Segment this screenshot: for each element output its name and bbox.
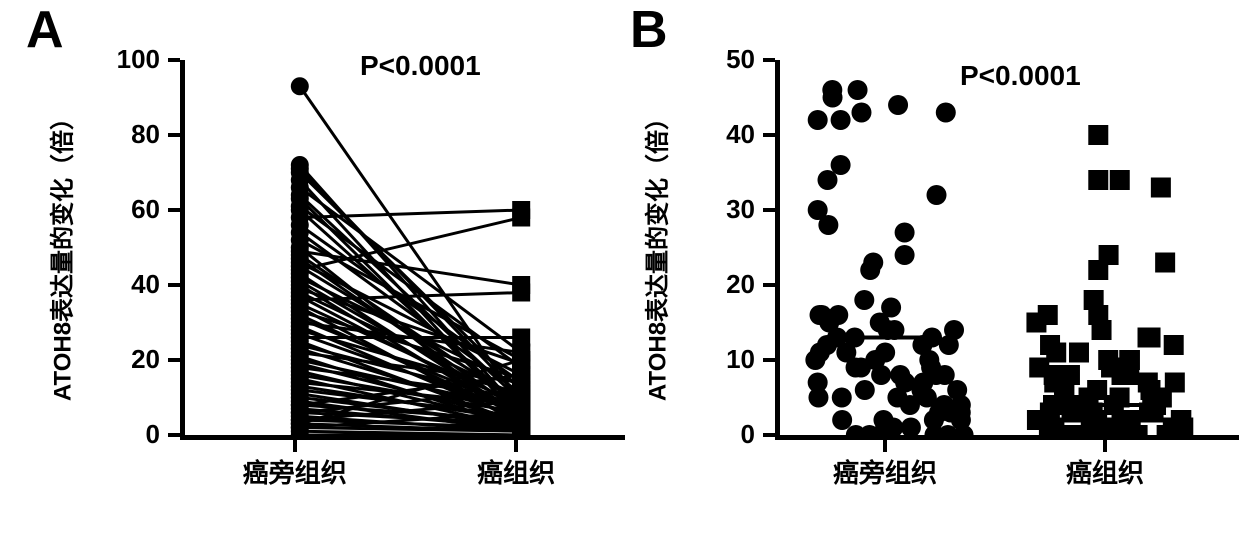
x-tick [514,440,518,452]
y-tick [763,133,775,137]
y-tick [168,283,180,287]
y-tick-label: 0 [98,419,160,450]
panel-a-label: A [26,0,64,60]
y-tick [168,58,180,62]
y-tick [168,433,180,437]
y-tick-label: 40 [98,269,160,300]
y-tick-label: 60 [98,194,160,225]
panel-a-y-axis-label: ATOH8表达量的变化（倍） [43,105,78,400]
panel-b-plot-area [775,60,1220,440]
y-tick [763,283,775,287]
y-tick-label: 20 [693,269,755,300]
y-tick [763,58,775,62]
y-tick-label: 10 [693,344,755,375]
x-tick [1103,440,1107,452]
panel-b-svg [780,60,1220,435]
y-tick-label: 20 [98,344,160,375]
x-tick [293,440,297,452]
y-tick-label: 100 [98,44,160,75]
panel-b-label: B [630,0,668,60]
figure-root: A B ATOH8表达量的变化（倍） P<0.0001 ATOH8表达量的变化（… [0,0,1239,539]
y-tick [168,208,180,212]
y-tick [168,133,180,137]
y-tick-label: 50 [693,44,755,75]
panel-a-plot-area [180,60,595,440]
y-tick-label: 80 [98,119,160,150]
panel-b-p-value: P<0.0001 [960,60,1081,92]
x-category-label: 癌旁组织 [805,453,965,490]
x-tick [883,440,887,452]
y-tick [763,208,775,212]
panel-b-x-axis-extension [1220,435,1239,440]
panel-b-y-axis-label: ATOH8表达量的变化（倍） [638,105,673,400]
y-tick [168,358,180,362]
panel-a-p-value: P<0.0001 [360,50,481,82]
y-tick [763,358,775,362]
panel-a-x-axis-extension [595,435,625,440]
x-category-label: 癌旁组织 [215,453,375,490]
y-tick [763,433,775,437]
x-category-label: 癌组织 [1025,453,1185,490]
y-tick-label: 30 [693,194,755,225]
x-category-label: 癌组织 [436,453,596,490]
panel-a-svg [185,60,595,435]
y-tick-label: 40 [693,119,755,150]
y-tick-label: 0 [693,419,755,450]
